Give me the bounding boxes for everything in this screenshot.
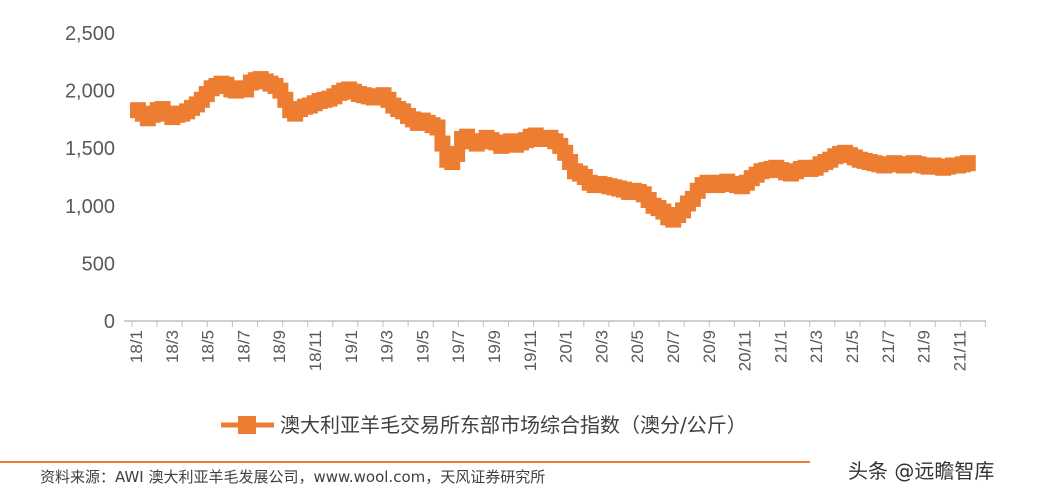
x-tick-label: 18/7	[234, 330, 253, 363]
x-tick-label: 21/5	[843, 330, 862, 363]
x-tick-label: 20/11	[736, 330, 755, 371]
y-tick-label: 1,000	[65, 196, 115, 218]
x-tick-label: 18/3	[163, 330, 182, 363]
data-point	[959, 155, 976, 172]
y-axis-tick-labels: 0 500 1,000 1,500 2,000 2,500	[65, 23, 115, 333]
data-point	[429, 119, 446, 136]
x-tick-label: 21/7	[879, 330, 898, 363]
x-tick-label: 21/3	[807, 330, 826, 363]
x-tick-label: 18/11	[306, 330, 325, 371]
watermark: 头条 @远瞻智库	[848, 459, 995, 483]
x-tick-label: 18/1	[127, 330, 146, 363]
footer-divider	[0, 461, 810, 463]
x-tick-label: 20/3	[592, 330, 611, 363]
x-axis-ticks: 18/1 18/3 18/5 18/7 18/9 18/11 19/1 19/3 19/5 19/…	[127, 321, 986, 371]
data-point	[434, 135, 451, 152]
y-tick-label: 2,500	[65, 23, 115, 45]
legend-label: 澳大利亚羊毛交易所东部市场综合指数（澳分/公斤）	[280, 413, 747, 437]
y-tick-label: 500	[82, 253, 115, 275]
x-tick-label: 19/1	[342, 330, 361, 363]
x-tick-label: 20/7	[664, 330, 683, 363]
x-tick-label: 19/3	[378, 330, 397, 363]
legend: 澳大利亚羊毛交易所东部市场综合指数（澳分/公斤）	[221, 413, 747, 437]
x-tick-label: 20/5	[628, 330, 647, 363]
x-tick-label: 21/11	[950, 330, 969, 371]
x-tick-label: 19/11	[521, 330, 540, 371]
y-tick-label: 2,000	[65, 81, 115, 103]
x-tick-label: 21/9	[915, 330, 934, 363]
x-tick-label: 19/7	[449, 330, 468, 363]
x-tick-label: 19/5	[413, 330, 432, 363]
x-tick-label: 18/9	[270, 330, 289, 363]
x-tick-label: 19/9	[485, 330, 504, 363]
legend-square-marker	[238, 416, 256, 434]
source-note: 资料来源：AWI 澳大利亚羊毛发展公司，www.wool.com，天风证券研究所	[40, 468, 546, 486]
series-layer	[130, 71, 976, 228]
y-tick-label: 0	[104, 311, 115, 333]
y-tick-label: 1,500	[65, 138, 115, 160]
x-tick-label: 20/1	[557, 330, 576, 363]
x-tick-label: 18/5	[199, 330, 218, 363]
x-tick-label: 21/1	[771, 330, 790, 363]
x-tick-label: 20/9	[700, 330, 719, 363]
data-point	[449, 145, 466, 162]
